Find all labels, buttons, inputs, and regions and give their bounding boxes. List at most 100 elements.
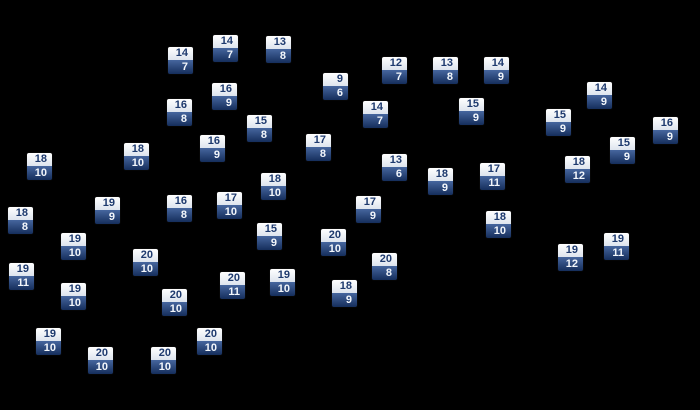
tile-top-value: 19: [61, 283, 86, 296]
number-tile[interactable]: 15 9: [257, 223, 282, 250]
number-tile[interactable]: 20 10: [151, 347, 176, 374]
number-tile[interactable]: 14 7: [213, 35, 238, 62]
number-tile[interactable]: 16 8: [167, 99, 192, 126]
tile-top-value: 15: [459, 98, 484, 111]
tile-bottom-value: 11: [9, 276, 34, 290]
tile-bottom-value: 7: [168, 60, 193, 74]
tile-bottom-value: 10: [133, 262, 158, 276]
tile-bottom-value: 8: [167, 208, 192, 222]
number-tile[interactable]: 15 9: [459, 98, 484, 125]
tile-bottom-value: 7: [382, 70, 407, 84]
tile-top-value: 19: [36, 328, 61, 341]
number-tile[interactable]: 18 10: [261, 173, 286, 200]
tile-top-value: 16: [212, 83, 237, 96]
number-tile[interactable]: 18 10: [486, 211, 511, 238]
tile-top-value: 19: [558, 244, 583, 257]
number-tile[interactable]: 12 7: [382, 57, 407, 84]
tile-top-value: 9: [323, 73, 348, 86]
number-tile[interactable]: 13 8: [266, 36, 291, 63]
number-tile[interactable]: 18 9: [428, 168, 453, 195]
tile-top-value: 14: [168, 47, 193, 60]
tile-bottom-value: 9: [428, 181, 453, 195]
number-tile[interactable]: 15 9: [546, 109, 571, 136]
number-tile[interactable]: 20 10: [162, 289, 187, 316]
tile-top-value: 15: [247, 115, 272, 128]
tile-top-value: 17: [480, 163, 505, 176]
tile-bottom-value: 10: [61, 246, 86, 260]
tile-bottom-value: 10: [61, 296, 86, 310]
tile-top-value: 16: [167, 99, 192, 112]
tile-bottom-value: 8: [266, 49, 291, 63]
tile-bottom-value: 10: [321, 242, 346, 256]
number-tile[interactable]: 17 9: [356, 196, 381, 223]
number-tile[interactable]: 17 11: [480, 163, 505, 190]
number-tile[interactable]: 17 10: [217, 192, 242, 219]
number-tile[interactable]: 13 8: [433, 57, 458, 84]
number-tile[interactable]: 19 11: [9, 263, 34, 290]
number-tile[interactable]: 14 9: [587, 82, 612, 109]
tile-bottom-value: 10: [151, 360, 176, 374]
number-tile[interactable]: 18 12: [565, 156, 590, 183]
tile-top-value: 19: [270, 269, 295, 282]
number-tile[interactable]: 14 7: [363, 101, 388, 128]
tile-bottom-value: 8: [433, 70, 458, 84]
tile-bottom-value: 10: [486, 224, 511, 238]
tile-top-value: 19: [604, 233, 629, 246]
tile-top-value: 15: [546, 109, 571, 122]
tile-top-value: 18: [8, 207, 33, 220]
number-tile[interactable]: 20 10: [197, 328, 222, 355]
number-tile[interactable]: 19 12: [558, 244, 583, 271]
number-tile[interactable]: 14 9: [484, 57, 509, 84]
tile-bottom-value: 10: [217, 205, 242, 219]
number-tile[interactable]: 16 9: [653, 117, 678, 144]
tile-top-value: 18: [27, 153, 52, 166]
tile-bottom-value: 8: [306, 147, 331, 161]
number-tile[interactable]: 9 6: [323, 73, 348, 100]
number-tile[interactable]: 17 8: [306, 134, 331, 161]
tile-bottom-value: 7: [213, 48, 238, 62]
number-tile[interactable]: 20 10: [133, 249, 158, 276]
number-tile[interactable]: 20 11: [220, 272, 245, 299]
tile-top-value: 18: [486, 211, 511, 224]
number-tile[interactable]: 14 7: [168, 47, 193, 74]
tile-bottom-value: 11: [604, 246, 629, 260]
number-tile[interactable]: 19 9: [95, 197, 120, 224]
number-tile[interactable]: 16 9: [212, 83, 237, 110]
tile-bottom-value: 11: [480, 176, 505, 190]
number-tile[interactable]: 19 10: [61, 283, 86, 310]
tile-bottom-value: 8: [8, 220, 33, 234]
tile-top-value: 15: [257, 223, 282, 236]
number-tile[interactable]: 20 10: [321, 229, 346, 256]
tile-bottom-value: 9: [484, 70, 509, 84]
tile-top-value: 19: [61, 233, 86, 246]
tile-bottom-value: 6: [382, 167, 407, 181]
tile-top-value: 19: [95, 197, 120, 210]
number-tile[interactable]: 18 8: [8, 207, 33, 234]
number-tile[interactable]: 18 10: [27, 153, 52, 180]
tile-bottom-value: 9: [356, 209, 381, 223]
number-tile[interactable]: 19 10: [36, 328, 61, 355]
tile-bottom-value: 9: [95, 210, 120, 224]
tile-top-value: 20: [321, 229, 346, 242]
number-tile[interactable]: 15 9: [610, 137, 635, 164]
tile-top-value: 20: [372, 253, 397, 266]
tile-top-value: 18: [124, 143, 149, 156]
tile-top-value: 16: [167, 195, 192, 208]
tile-bottom-value: 9: [587, 95, 612, 109]
number-tile[interactable]: 19 10: [270, 269, 295, 296]
tile-top-value: 17: [356, 196, 381, 209]
number-tile[interactable]: 15 8: [247, 115, 272, 142]
number-tile[interactable]: 19 11: [604, 233, 629, 260]
number-tile[interactable]: 19 10: [61, 233, 86, 260]
tile-bottom-value: 10: [261, 186, 286, 200]
tile-bottom-value: 9: [212, 96, 237, 110]
number-tile[interactable]: 18 9: [332, 280, 357, 307]
number-tile[interactable]: 13 6: [382, 154, 407, 181]
number-tile[interactable]: 18 10: [124, 143, 149, 170]
number-tile[interactable]: 20 8: [372, 253, 397, 280]
tile-top-value: 18: [565, 156, 590, 169]
number-tile[interactable]: 20 10: [88, 347, 113, 374]
tile-bottom-value: 8: [372, 266, 397, 280]
number-tile[interactable]: 16 8: [167, 195, 192, 222]
number-tile[interactable]: 16 9: [200, 135, 225, 162]
